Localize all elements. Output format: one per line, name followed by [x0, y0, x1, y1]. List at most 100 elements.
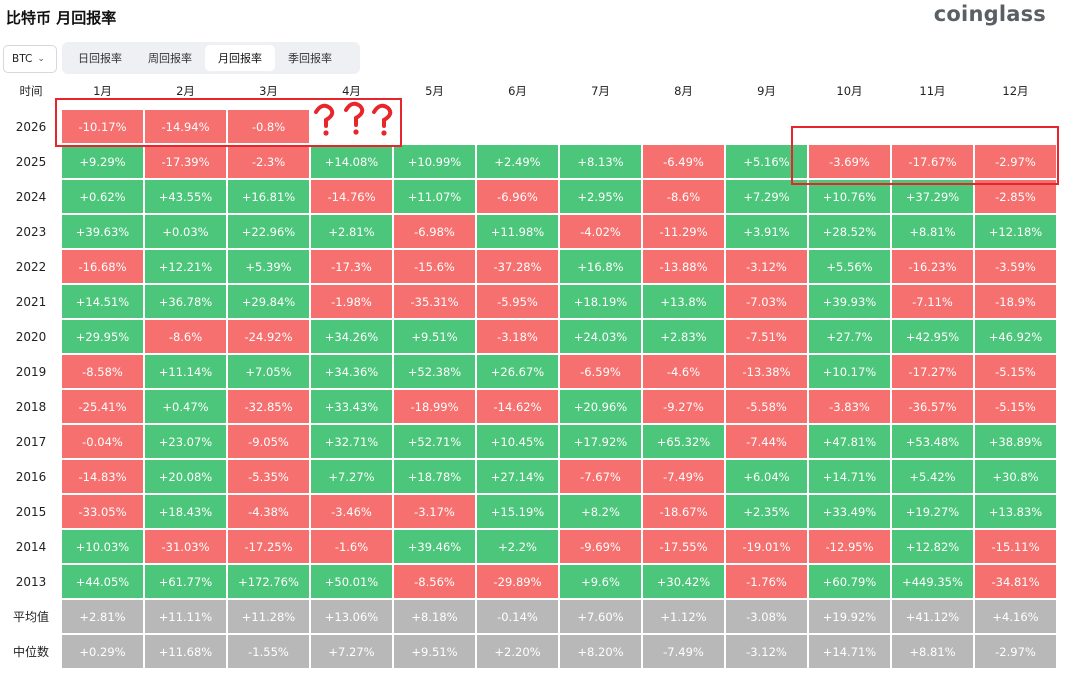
summary-cell: -7.49%	[643, 635, 724, 668]
return-cell: +32.71%	[311, 425, 392, 458]
tab-weekly-return[interactable]: 周回报率	[148, 52, 192, 65]
return-cell: +11.14%	[145, 355, 226, 388]
return-cell: +16.81%	[228, 180, 309, 213]
return-cell: +33.49%	[809, 495, 890, 528]
return-cell: +15.19%	[477, 495, 558, 528]
return-cell: -34.81%	[975, 565, 1056, 598]
summary-cell: +11.68%	[145, 635, 226, 668]
return-cell: +6.04%	[726, 460, 807, 493]
return-cell: +7.27%	[311, 460, 392, 493]
return-cell: +2.95%	[560, 180, 641, 213]
return-cell: -17.67%	[892, 145, 973, 178]
return-cell: -7.51%	[726, 320, 807, 353]
return-cell: +53.48%	[892, 425, 973, 458]
return-cell: -3.18%	[477, 320, 558, 353]
summary-cell: -1.55%	[228, 635, 309, 668]
return-cell: +10.03%	[62, 530, 143, 563]
tab-monthly-return[interactable]: 月回报率	[205, 45, 275, 71]
return-cell: -8.6%	[145, 320, 226, 353]
return-cell: -17.27%	[892, 355, 973, 388]
return-cell: +11.07%	[394, 180, 475, 213]
return-cell: -16.23%	[892, 250, 973, 283]
return-cell: +172.76%	[228, 565, 309, 598]
return-cell: +10.45%	[477, 425, 558, 458]
return-cell: -18.9%	[975, 285, 1056, 318]
return-cell: +27.14%	[477, 460, 558, 493]
month-header: 7月	[591, 84, 610, 98]
return-cell: -3.17%	[394, 495, 475, 528]
return-cell: +5.16%	[726, 145, 807, 178]
return-cell: +5.39%	[228, 250, 309, 283]
summary-cell: +2.20%	[477, 635, 558, 668]
return-cell: +16.8%	[560, 250, 641, 283]
coinglass-logo: coinglass	[933, 2, 1046, 26]
return-cell: +2.83%	[643, 320, 724, 353]
return-cell: +61.77%	[145, 565, 226, 598]
return-cell: -7.11%	[892, 285, 973, 318]
return-cell: -11.29%	[643, 215, 724, 248]
year-label: 2014	[15, 539, 47, 554]
summary-cell: -2.97%	[975, 635, 1056, 668]
return-cell: +65.32%	[643, 425, 724, 458]
year-label: 2024	[15, 189, 47, 204]
summary-cell: -3.12%	[726, 635, 807, 668]
return-cell: -2.3%	[228, 145, 309, 178]
return-cell: -13.88%	[643, 250, 724, 283]
return-cell: +14.08%	[311, 145, 392, 178]
month-header: 12月	[1002, 84, 1029, 98]
month-header: 2月	[176, 84, 195, 98]
return-cell: +46.92%	[975, 320, 1056, 353]
return-cell: +11.98%	[477, 215, 558, 248]
return-cell: -0.04%	[62, 425, 143, 458]
return-cell: -4.38%	[228, 495, 309, 528]
return-cell: -35.31%	[394, 285, 475, 318]
return-cell: +52.38%	[394, 355, 475, 388]
return-cell: -0.8%	[228, 110, 309, 143]
summary-cell: +19.92%	[809, 600, 890, 633]
return-cell: +449.35%	[892, 565, 973, 598]
return-cell: +8.81%	[892, 215, 973, 248]
return-cell: -8.56%	[394, 565, 475, 598]
return-cell: +39.63%	[62, 215, 143, 248]
month-header: 5月	[425, 84, 444, 98]
return-cell: -14.83%	[62, 460, 143, 493]
return-cell: +33.43%	[311, 390, 392, 423]
tab-daily-return[interactable]: 日回报率	[78, 52, 122, 65]
period-tabs: 日回报率 周回报率 月回报率 季回报率	[62, 42, 360, 74]
return-cell: -2.85%	[975, 180, 1056, 213]
summary-cell: +4.16%	[975, 600, 1056, 633]
return-cell: -4.6%	[643, 355, 724, 388]
month-header: 9月	[757, 84, 776, 98]
return-cell: +36.78%	[145, 285, 226, 318]
return-cell: -24.92%	[228, 320, 309, 353]
year-label: 2020	[15, 329, 47, 344]
question-marks-annotation	[314, 101, 393, 136]
summary-cell: +11.11%	[145, 600, 226, 633]
year-label: 2022	[15, 259, 47, 274]
return-cell: -6.59%	[560, 355, 641, 388]
return-cell: -2.97%	[975, 145, 1056, 178]
return-cell: -3.12%	[726, 250, 807, 283]
return-cell: -7.49%	[643, 460, 724, 493]
return-cell: -32.85%	[228, 390, 309, 423]
return-cell: +30.42%	[643, 565, 724, 598]
month-header: 3月	[259, 84, 278, 98]
return-cell: +28.52%	[809, 215, 890, 248]
return-cell: +8.13%	[560, 145, 641, 178]
return-cell: -6.49%	[643, 145, 724, 178]
return-cell: -29.89%	[477, 565, 558, 598]
return-cell: -4.02%	[560, 215, 641, 248]
tab-quarterly-return[interactable]: 季回报率	[288, 52, 332, 65]
year-label: 2016	[15, 469, 47, 484]
return-cell: -18.99%	[394, 390, 475, 423]
return-cell: -5.58%	[726, 390, 807, 423]
return-cell: -3.59%	[975, 250, 1056, 283]
return-cell: -7.44%	[726, 425, 807, 458]
return-cell: -17.55%	[643, 530, 724, 563]
return-cell: -5.35%	[228, 460, 309, 493]
return-cell: +29.84%	[228, 285, 309, 318]
asset-select[interactable]: BTC ⌄	[3, 45, 57, 73]
return-cell: -19.01%	[726, 530, 807, 563]
return-cell: -12.95%	[809, 530, 890, 563]
return-cell: -17.3%	[311, 250, 392, 283]
